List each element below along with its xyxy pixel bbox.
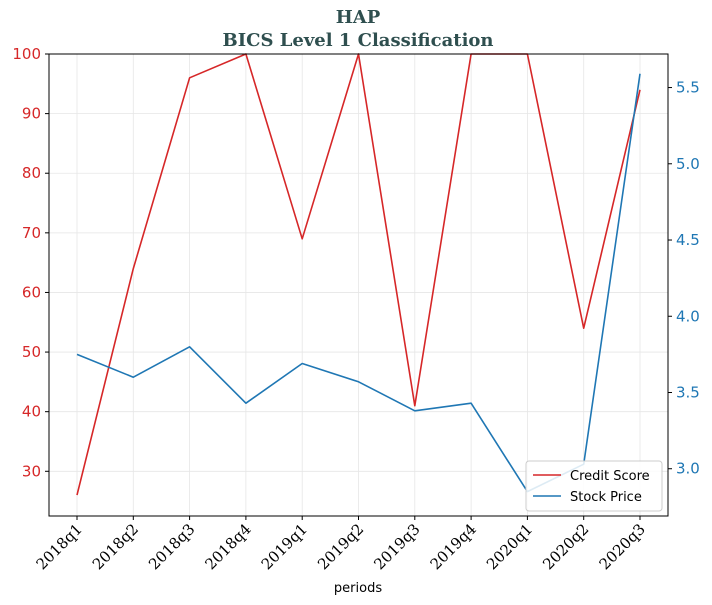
x-tick-label: 2018q2 — [89, 520, 142, 573]
left-tick-label: 100 — [12, 45, 41, 63]
legend-label-credit-score: Credit Score — [570, 469, 650, 484]
left-axis: 30 40 50 60 70 80 90 100 — [12, 45, 49, 480]
right-tick-label: 4.5 — [676, 231, 700, 249]
left-tick-label: 50 — [22, 343, 41, 361]
right-tick-label: 4.0 — [676, 307, 700, 325]
x-tick-label: 2019q4 — [427, 520, 480, 573]
grid — [49, 53, 668, 516]
left-tick-label: 90 — [22, 105, 41, 123]
chart-subtitle: BICS Level 1 Classification — [222, 30, 493, 51]
left-tick-label: 30 — [22, 462, 41, 480]
legend-label-stock-price: Stock Price — [570, 490, 642, 505]
left-tick-label: 80 — [22, 164, 41, 182]
right-tick-label: 3.5 — [676, 383, 700, 401]
x-tick-label: 2018q1 — [33, 520, 86, 573]
right-tick-label: 3.0 — [676, 460, 700, 478]
x-tick-label: 2020q1 — [483, 520, 536, 573]
right-tick-label: 5.5 — [676, 79, 700, 97]
x-tick-label: 2018q4 — [201, 520, 254, 573]
x-tick-label: 2019q1 — [258, 520, 311, 573]
legend: Credit Score Stock Price — [525, 460, 663, 512]
chart-title: HAP — [336, 7, 381, 28]
x-tick-label: 2020q2 — [539, 520, 592, 573]
x-tick-label: 2019q3 — [370, 520, 423, 573]
x-tick-label: 2018q3 — [145, 520, 198, 573]
x-tick-label: 2020q3 — [596, 520, 649, 573]
left-tick-label: 40 — [22, 403, 41, 421]
x-tick-label: 2019q2 — [314, 520, 367, 573]
left-tick-label: 60 — [22, 283, 41, 301]
x-axis-label: periods — [334, 581, 382, 596]
right-tick-label: 5.0 — [676, 155, 700, 173]
legend-box — [525, 460, 663, 512]
right-axis: 3.0 3.5 4.0 4.5 5.0 5.5 — [668, 79, 700, 478]
left-tick-label: 70 — [22, 224, 41, 242]
x-axis: 2018q1 2018q2 2018q3 2018q4 2019q1 2019q2 2019… — [33, 516, 649, 573]
